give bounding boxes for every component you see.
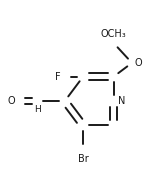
Text: F: F [55,72,61,82]
Text: N: N [118,96,126,106]
Text: H: H [34,105,41,114]
Text: O: O [8,96,15,106]
Text: Br: Br [78,154,89,164]
Text: OCH₃: OCH₃ [101,29,126,39]
Text: O: O [135,58,143,68]
